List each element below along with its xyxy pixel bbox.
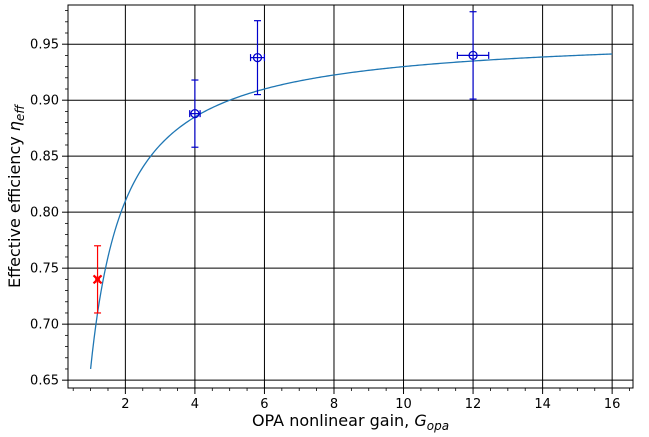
x-tick-label: 12 — [465, 397, 482, 412]
y-axis-label-subscript: eff — [13, 104, 27, 121]
y-tick-label: 0.70 — [30, 318, 59, 333]
x-tick-label: 6 — [260, 397, 268, 412]
x-tick-label: 2 — [121, 397, 129, 412]
x-tick-label: 8 — [330, 397, 338, 412]
y-axis-label: Effective efficiency ηeff — [5, 104, 27, 288]
grid — [68, 5, 633, 388]
x-tick-label: 4 — [191, 397, 199, 412]
x-axis-label-symbol: G — [414, 411, 426, 430]
data-point-circle — [468, 50, 478, 61]
data-point-circle — [252, 52, 263, 63]
x-axis-label-subscript: opa — [427, 419, 449, 433]
y-tick-label: 0.80 — [30, 206, 59, 221]
x-tick-label: 14 — [534, 397, 551, 412]
y-tick-label: 0.95 — [30, 38, 59, 53]
x-axis-label-main: OPA nonlinear gain, — [252, 411, 414, 430]
tick-labels: 2 4 6 8 10 12 14 16 0.65 0.70 0.75 0.80 0.85 0.90 0.95 — [30, 38, 620, 412]
data-point-circle — [190, 108, 200, 119]
plot-frame — [67, 4, 634, 389]
y-tick-label: 0.75 — [30, 262, 59, 277]
y-axis-label-symbol: η — [5, 121, 24, 131]
x-tick-label: 10 — [395, 397, 412, 412]
fit-curve — [89, 53, 613, 370]
x-tick-label: 16 — [604, 397, 621, 412]
x-axis-label: OPA nonlinear gain, Gopa — [252, 411, 449, 433]
y-axis-label-main: Effective efficiency — [5, 131, 24, 288]
y-tick-label: 0.65 — [30, 374, 59, 389]
data-layer — [89, 11, 613, 370]
ticks — [62, 10, 630, 394]
data-point-cross — [92, 274, 103, 285]
y-tick-label: 0.90 — [30, 94, 59, 109]
y-tick-label: 0.85 — [30, 150, 59, 165]
